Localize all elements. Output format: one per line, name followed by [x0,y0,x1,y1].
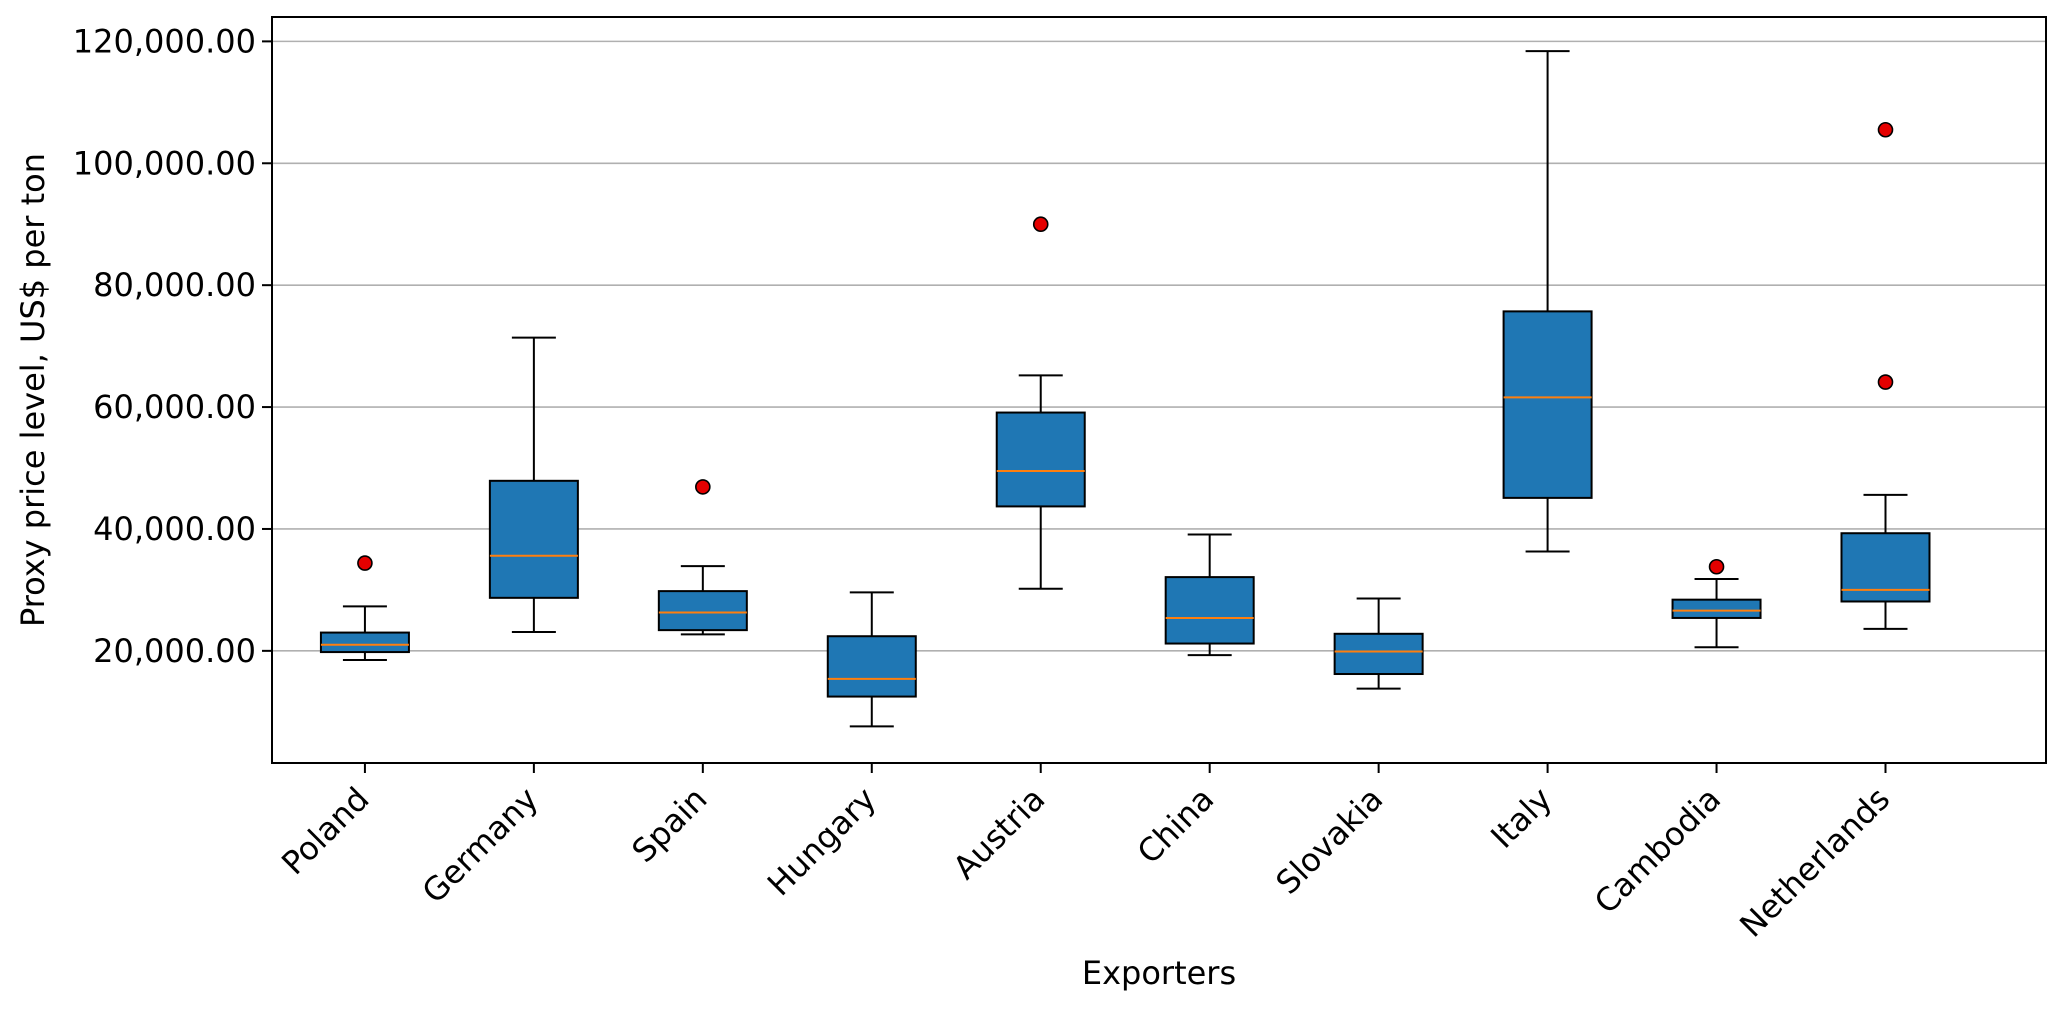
iqr-box [1671,598,1762,619]
y-tick-label: 40,000.00 [93,510,256,548]
box-group [657,479,748,636]
y-axis-ticks: 20,000.00 40,000.00 60,000.00 80,000.00 100,… [73,22,272,670]
box-group [1164,533,1255,657]
x-tick-label: Hungary [760,780,883,903]
outlier-point [1708,558,1725,575]
iqr-box [826,635,917,698]
outlier-point [1032,216,1049,233]
x-axis-ticks: Poland Germany Spain Hungary Austria China Slo… [274,763,1897,945]
box-group [1333,597,1424,690]
outlier-point [357,555,373,571]
x-tick-label: Netherlands [1732,780,1897,945]
iqr-box [1502,310,1593,499]
x-tick-label: Germany [415,780,546,911]
x-tick-label: China [1130,780,1222,872]
iqr-box [657,590,748,632]
iqr-box [1164,576,1255,645]
x-tick-label: Austria [946,780,1053,887]
iqr-box [1333,632,1424,676]
box-group [1840,121,1931,630]
y-axis-title: Proxy price level, US$ per ton [14,153,52,627]
box-group [826,591,917,728]
box-group [995,216,1086,590]
y-tick-label: 120,000.00 [73,22,256,60]
plot-area-frame [271,16,2047,764]
iqr-box [995,411,1086,508]
x-tick-label: Italy [1483,780,1559,856]
outlier-point [695,479,711,495]
x-tick-label: Poland [274,780,376,882]
y-tick-label: 20,000.00 [93,632,256,670]
x-axis-title: Exporters [1082,954,1236,992]
outlier-point [1877,121,1894,138]
iqr-box [1840,532,1931,603]
outlier-point [1877,374,1894,390]
box-group [319,555,410,661]
box-group [1502,50,1593,553]
x-tick-label: Cambodia [1587,780,1728,921]
iqr-box [488,479,579,599]
x-tick-label: Slovakia [1268,780,1390,902]
iqr-box [319,631,410,654]
box-group [488,336,579,633]
box-group [1671,558,1762,649]
box-series [319,50,1931,728]
y-tick-label: 100,000.00 [73,144,256,182]
x-tick-label: Spain [624,780,714,870]
y-tick-label: 80,000.00 [93,266,256,304]
y-tick-label: 60,000.00 [93,388,256,426]
